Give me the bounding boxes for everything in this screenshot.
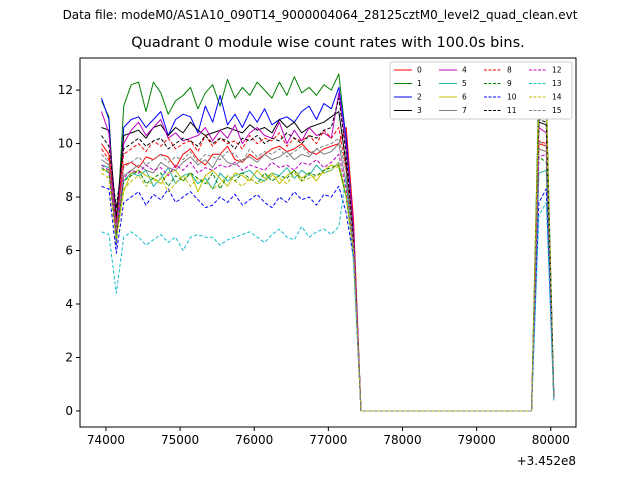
x-tick-label: 77000 [309,433,347,447]
x-tick-label: 78000 [383,433,421,447]
y-tick-label: 0 [65,404,73,418]
axis-ticks: 0 2 4 6 8 10 12 74000 75000 76000 77000 78000 79000 8… [58,83,570,447]
y-tick-label: 2 [65,350,73,364]
series-line-1 [101,73,555,412]
legend-label-12: 12 [552,66,562,75]
series-line-5 [101,161,555,412]
series-line-9 [101,156,555,412]
chart-title: Quadrant 0 module wise count rates with … [131,35,525,51]
y-tick-label: 4 [65,297,73,311]
legend-label-13: 13 [552,79,562,88]
legend-label-10: 10 [507,93,517,102]
x-axis-offset-label: +3.452e8 [517,454,576,468]
series-line-7 [101,143,555,412]
series-line-11 [101,97,555,412]
legend-box [389,61,573,120]
x-tick-label: 75000 [161,433,199,447]
x-tick-label: 76000 [235,433,273,447]
legend-label-5: 5 [462,79,467,88]
series-line-3 [101,111,555,412]
x-tick-label: 79000 [458,433,496,447]
figure-suptitle: Data file: modeM0/AS1A10_090T14_90000040… [62,8,578,22]
x-tick-label: 80000 [532,433,570,447]
series-line-15 [101,137,555,412]
legend-label-15: 15 [552,106,562,115]
y-tick-label: 6 [65,244,73,258]
legend-label-14: 14 [552,93,562,102]
series-line-10 [101,185,555,412]
legend-label-9: 9 [507,79,512,88]
y-tick-label: 10 [58,137,73,151]
series-line-6 [101,103,555,412]
legend-label-6: 6 [462,93,467,102]
legend-label-4: 4 [462,66,467,75]
series-line-13 [101,175,555,412]
legend-label-3: 3 [417,106,422,115]
legend-label-7: 7 [462,106,467,115]
x-tick-label: 74000 [87,433,125,447]
legend-label-11: 11 [507,106,517,115]
legend-label-1: 1 [417,79,422,88]
legend-label-8: 8 [507,66,512,75]
series-line-12 [101,153,555,412]
y-tick-label: 12 [58,83,73,97]
series-lines [101,73,555,412]
legend-label-2: 2 [417,93,422,102]
y-tick-label: 8 [65,190,73,204]
legend-label-0: 0 [417,66,422,75]
